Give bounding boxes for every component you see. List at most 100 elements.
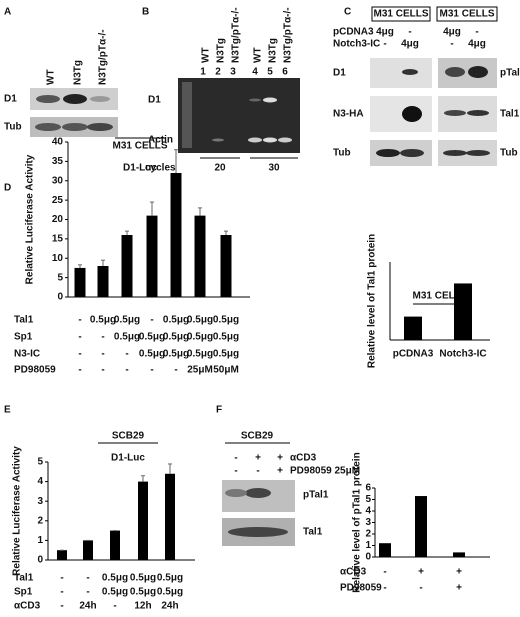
treatment-name: pCDNA3 [333,27,374,38]
band [63,94,87,104]
condition-cell: - [101,349,104,360]
y-axis-label: Relative level of Tal1 protein [367,234,378,368]
y-tick-label: 1 [37,535,43,546]
treatment-cell: + [277,453,283,464]
lane-number: 1 [200,67,206,78]
treatment-cell: - [408,27,411,38]
row-label: Actin [148,135,173,146]
condition-cell: + [456,567,462,578]
condition-cell: 25μM [187,365,213,376]
band [36,95,60,103]
lane-number: 2 [215,67,221,78]
band [245,488,271,498]
condition-cell: 24h [79,601,96,612]
treatment-cell: + [277,466,283,477]
row-label: D1 [148,95,161,106]
chart-subtitle: D1-Luc [123,163,157,174]
condition-name: Sp1 [14,587,33,598]
row-label: N3-HA [333,109,364,120]
condition-cell: - [383,583,386,594]
band [467,110,489,116]
lane-label: WT [46,69,57,85]
lane-label: N3Tg/pTα-/- [98,29,109,85]
blot-title: M31 CELLS [439,9,494,20]
condition-name: Tal1 [14,573,34,584]
band [212,138,224,142]
y-tick-label: 0 [57,292,63,303]
condition-cell: 0.5μg [157,573,183,584]
chart-title: M31 CELLS [112,141,167,152]
condition-cell: 0.5μg [90,315,116,326]
condition-cell: 0.5μg [187,315,213,326]
row-label: Tal1 [303,527,323,538]
lane-label: N3Tg/pTα-/- [231,7,242,63]
chart-title: M31 CELLS [412,291,467,302]
ladder [182,82,192,148]
condition-cell: - [125,365,128,376]
condition-cell: + [418,567,424,578]
bar [379,543,391,557]
condition-name: PD98059 [340,583,382,594]
treatment-cell: - [383,39,386,50]
y-tick-label: 5 [365,494,371,505]
lane-number: 4 [252,67,258,78]
condition-cell: - [419,583,422,594]
condition-cell: 0.5μg [102,587,128,598]
row-label: Tal1 [500,109,520,120]
y-tick-label: 2 [37,515,43,526]
condition-cell: - [78,315,81,326]
lane-label: N3Tg [268,38,279,63]
title-box [371,6,431,22]
bar [170,173,182,297]
treatment-cell: - [234,466,237,477]
condition-cell: - [125,349,128,360]
chart-subtitle: D1-Luc [111,453,145,464]
treatment-name: PD98059 25μM [290,466,360,477]
condition-cell: - [86,573,89,584]
condition-name: Sp1 [14,332,33,343]
band [225,489,247,497]
band [444,110,466,116]
y-tick-label: 2 [365,529,371,540]
bar [165,473,175,560]
condition-cell: 0.5μg [139,349,165,360]
condition-cell: 0.5μg [163,349,189,360]
y-tick-label: 20 [52,214,64,225]
condition-cell: - [101,332,104,343]
treatment-cell: - [475,27,478,38]
bar [415,496,427,557]
band [443,150,467,156]
condition-name: N3-IC [14,349,40,360]
condition-name: αCD3 [14,601,41,612]
y-tick-label: 6 [365,483,371,494]
condition-cell: - [113,601,116,612]
bar [404,316,422,340]
condition-cell: 24h [161,601,178,612]
bar [110,530,120,560]
condition-cell: 0.5μg [157,587,183,598]
bar [121,235,133,297]
condition-cell: 0.5μg [130,587,156,598]
condition-cell: - [101,365,104,376]
condition-cell: + [456,583,462,594]
panel-letter: B [142,7,149,18]
y-axis-label: Relative Luciferase Activity [12,446,23,576]
treatment-cell: 4μg [401,39,419,50]
condition-cell: - [174,365,177,376]
lane-label: N3Tg/pTα-/- [283,7,294,63]
bar [57,550,67,560]
y-tick-label: 3 [365,517,371,528]
treatment-cell: 4μg [376,27,394,38]
blot [370,58,432,88]
lane-label: N3Tg [216,38,227,63]
band [278,137,292,143]
condition-cell: 0.5μg [213,332,239,343]
x-tick-label: pCDNA3 [393,349,434,360]
treatment-cell: - [450,39,453,50]
condition-cell: - [60,587,63,598]
y-tick-label: 4 [37,476,43,487]
panel-letter: C [344,7,351,18]
band [87,123,113,131]
condition-cell: 0.5μg [163,332,189,343]
